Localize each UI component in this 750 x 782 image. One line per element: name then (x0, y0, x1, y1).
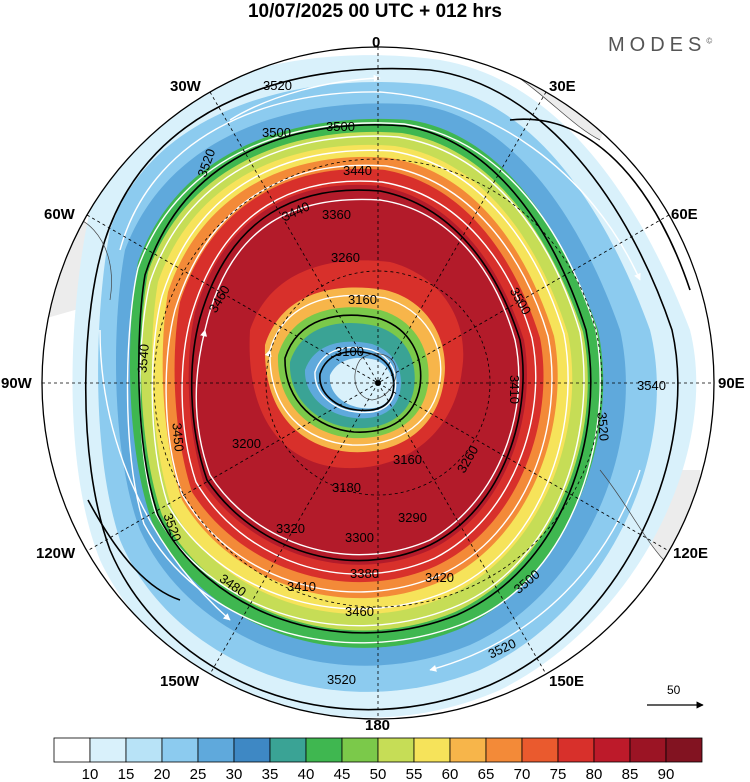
brand-mark: © (706, 36, 713, 46)
colorbar-swatch (233, 737, 271, 763)
contour-label: 3100 (335, 344, 364, 359)
lon-label-30e: 30E (549, 78, 576, 95)
lon-label-60e: 60E (671, 206, 698, 223)
contour-label: 3290 (398, 510, 427, 525)
lon-label-150w: 150W (160, 673, 200, 690)
colorbar-swatch (557, 737, 595, 763)
contour-label: 3160 (393, 452, 422, 467)
lon-label-120w: 120W (36, 545, 76, 562)
contour-label: 3180 (332, 480, 361, 495)
contour-label: 3520 (327, 672, 356, 687)
contour-label: 3500 (326, 119, 355, 134)
colorbar-tick-label: 25 (190, 766, 207, 782)
colorbar-tick-label: 60 (442, 766, 459, 782)
contour-label: 3540 (134, 343, 151, 373)
contour-label: 3410 (507, 375, 522, 404)
colorbar-swatch (269, 737, 307, 763)
contour-label: 3440 (343, 163, 372, 178)
colorbar-swatch (413, 737, 451, 763)
lon-label-0: 0 (372, 34, 381, 51)
colorbar-tick-label: 45 (334, 766, 351, 782)
lon-label-60w: 60W (44, 206, 75, 223)
brand-logo: MODES© (608, 34, 712, 57)
colorbar-tick-label: 20 (154, 766, 171, 782)
contour-label: 3520 (594, 411, 611, 441)
lon-label-180: 180 (365, 717, 391, 734)
colorbar-swatch (305, 737, 343, 763)
map-title: 10/07/2025 00 UTC + 012 hrs (247, 1, 503, 22)
colorbar-tick-label: 65 (478, 766, 495, 782)
colorbar-tick-label: 90 (658, 766, 675, 782)
colorbar-swatch (665, 737, 703, 763)
lon-label-30w: 30W (170, 78, 201, 95)
contour-label: 3420 (425, 570, 454, 585)
colorbar-swatch (89, 737, 127, 763)
colorbar-tick-label: 50 (370, 766, 387, 782)
contour-label: 3320 (276, 521, 305, 536)
colorbar-tick-label: 15 (118, 766, 135, 782)
colorbar-swatch (53, 737, 91, 763)
wind-streamlines (99, 74, 641, 672)
reference-vector-label: 50 (667, 683, 681, 697)
colorbar-swatch (377, 737, 415, 763)
contour-label: 3380 (350, 566, 379, 581)
colorbar-swatch (341, 737, 379, 763)
contour-label: 3260 (331, 250, 360, 265)
map-boundary (41, 46, 715, 720)
contour-label: 3360 (322, 207, 351, 222)
contour-label: 3450 (169, 422, 186, 452)
colorbar-tick-label: 85 (622, 766, 639, 782)
colorbar-tick-label: 70 (514, 766, 531, 782)
contour-label: 3410 (287, 579, 316, 594)
colorbar-tick-label: 30 (226, 766, 243, 782)
colorbar-swatch (629, 737, 667, 763)
contour-label: 3200 (232, 436, 261, 451)
lon-label-150e: 150E (549, 673, 585, 690)
colorbar-tick-label: 80 (586, 766, 603, 782)
colorbar-swatch (197, 737, 235, 763)
lon-label-120e: 120E (673, 545, 709, 562)
colorbar-tick-label: 40 (298, 766, 315, 782)
height-contours (84, 67, 691, 711)
brand-text: MODES (608, 34, 707, 56)
contour-label: 3540 (637, 378, 666, 393)
contour-label: 3500 (262, 125, 291, 140)
lon-label-90w: 90W (1, 375, 32, 392)
contour-label: 3300 (345, 530, 374, 545)
pole-marker (375, 380, 381, 386)
colorbar-swatch (449, 737, 487, 763)
colorbar-swatch (485, 737, 523, 763)
colorbar-tick-label: 55 (406, 766, 423, 782)
colorbar-tick-label: 10 (82, 766, 99, 782)
colorbar-swatch (161, 737, 199, 763)
contour-label: 3160 (348, 292, 377, 307)
lon-label-90e: 90E (718, 375, 745, 392)
colorbar: 10 15 20 25 30 35 40 45 50 55 60 65 70 75 80 85 90 (53, 737, 703, 782)
contour-label: 3460 (345, 604, 374, 619)
colorbar-tick-label: 75 (550, 766, 567, 782)
colorbar-swatch (593, 737, 631, 763)
contour-label: 3520 (263, 78, 292, 93)
colorbar-tick-label: 35 (262, 766, 279, 782)
colorbar-swatch (125, 737, 163, 763)
colorbar-swatch (521, 737, 559, 763)
